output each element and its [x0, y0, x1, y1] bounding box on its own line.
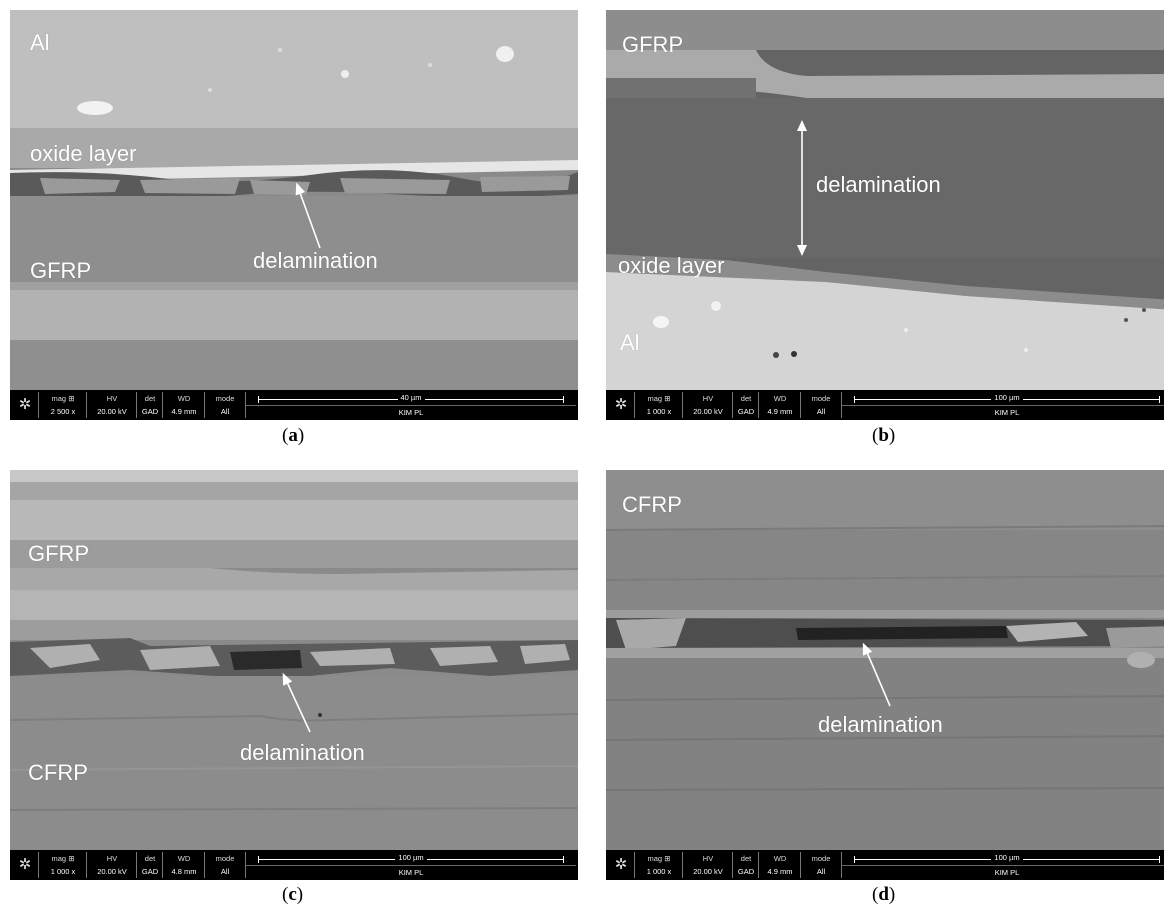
caption-b: (b) [872, 425, 896, 446]
databar-mode: mode All [204, 852, 245, 878]
sem-logo-icon: ✲ [614, 856, 628, 873]
org-label: KIM PL [398, 408, 424, 417]
databar-det: det GAD [732, 852, 759, 878]
scale-value: 100 µm [991, 393, 1023, 402]
databar-mag: mag ⊞ 1 000 x [634, 392, 683, 418]
databar-mag: mag ⊞ 1 000 x [38, 852, 87, 878]
sem-databar: ✲ mag ⊞ 1 000 x HV 20.00 kV det GAD WD 4.9 m… [606, 390, 1164, 420]
scale-bar: 100 µm KIM PL [245, 852, 576, 878]
sem-logo-icon: ✲ [18, 396, 32, 413]
label-delamination: delamination [240, 740, 365, 765]
caption-a: (a) [282, 425, 305, 446]
sem-image-d [606, 470, 1164, 850]
sem-logo-icon: ✲ [18, 856, 32, 873]
label-oxide-layer: oxide layer [30, 141, 137, 166]
databar-hv: HV 20.00 kV [682, 392, 733, 418]
scale-value: 40 µm [397, 393, 425, 402]
databar-hv: HV 20.00 kV [86, 392, 137, 418]
org-label: KIM PL [994, 408, 1020, 417]
databar-wd: WD 4.8 mm [162, 852, 205, 878]
label-delamination: delamination [818, 712, 943, 737]
sem-databar: ✲ mag ⊞ 2 500 x HV 20.00 kV det GAD WD 4.9 m… [10, 390, 578, 420]
sem-panel-a: Al oxide layer delamination GFRP ✲ mag ⊞… [10, 10, 578, 420]
databar-wd: WD 4.9 mm [758, 852, 801, 878]
caption-c: (c) [282, 884, 304, 905]
sem-panel-c: GFRP delamination CFRP ✲ mag ⊞ 1 000 x HV… [10, 470, 578, 880]
sem-databar: ✲ mag ⊞ 1 000 x HV 20.00 kV det GAD WD 4.9 m… [606, 850, 1164, 880]
label-al: Al [30, 30, 50, 55]
caption-d: (d) [872, 884, 896, 905]
label-oxide-layer: oxide layer [618, 253, 725, 278]
scale-bar: 100 µm KIM PL [841, 852, 1164, 878]
databar-det: det GAD [136, 852, 163, 878]
databar-wd: WD 4.9 mm [162, 392, 205, 418]
label-cfrp: CFRP [622, 492, 682, 517]
scale-bar: 100 µm KIM PL [841, 392, 1164, 418]
label-gfrp: GFRP [30, 258, 92, 283]
databar-mode: mode All [800, 392, 841, 418]
org-label: KIM PL [398, 868, 424, 877]
sem-logo-icon: ✲ [614, 396, 628, 413]
label-cfrp: CFRP [28, 760, 88, 785]
scale-value: 100 µm [991, 853, 1023, 862]
scale-value: 100 µm [395, 853, 427, 862]
org-label: KIM PL [994, 868, 1020, 877]
label-delamination: delamination [253, 248, 378, 273]
sem-image-b [606, 10, 1164, 390]
databar-mag: mag ⊞ 2 500 x [38, 392, 87, 418]
label-al: Al [620, 330, 640, 355]
databar-mode: mode All [204, 392, 245, 418]
databar-mag: mag ⊞ 1 000 x [634, 852, 683, 878]
databar-hv: HV 20.00 kV [682, 852, 733, 878]
databar-hv: HV 20.00 kV [86, 852, 137, 878]
databar-wd: WD 4.9 mm [758, 392, 801, 418]
databar-mode: mode All [800, 852, 841, 878]
sem-databar: ✲ mag ⊞ 1 000 x HV 20.00 kV det GAD WD 4.8 m… [10, 850, 578, 880]
label-gfrp: GFRP [622, 32, 684, 57]
scale-bar: 40 µm KIM PL [245, 392, 576, 418]
sem-image-c [10, 470, 578, 850]
sem-image-a [10, 10, 578, 390]
sem-panel-b: GFRP delamination oxide layer Al ✲ mag ⊞… [606, 10, 1164, 420]
label-delamination: delamination [816, 172, 941, 197]
databar-det: det GAD [136, 392, 163, 418]
sem-panel-d: CFRP delamination ✲ mag ⊞ 1 000 x HV 20.00… [606, 470, 1164, 880]
label-gfrp: GFRP [28, 541, 90, 566]
databar-det: det GAD [732, 392, 759, 418]
